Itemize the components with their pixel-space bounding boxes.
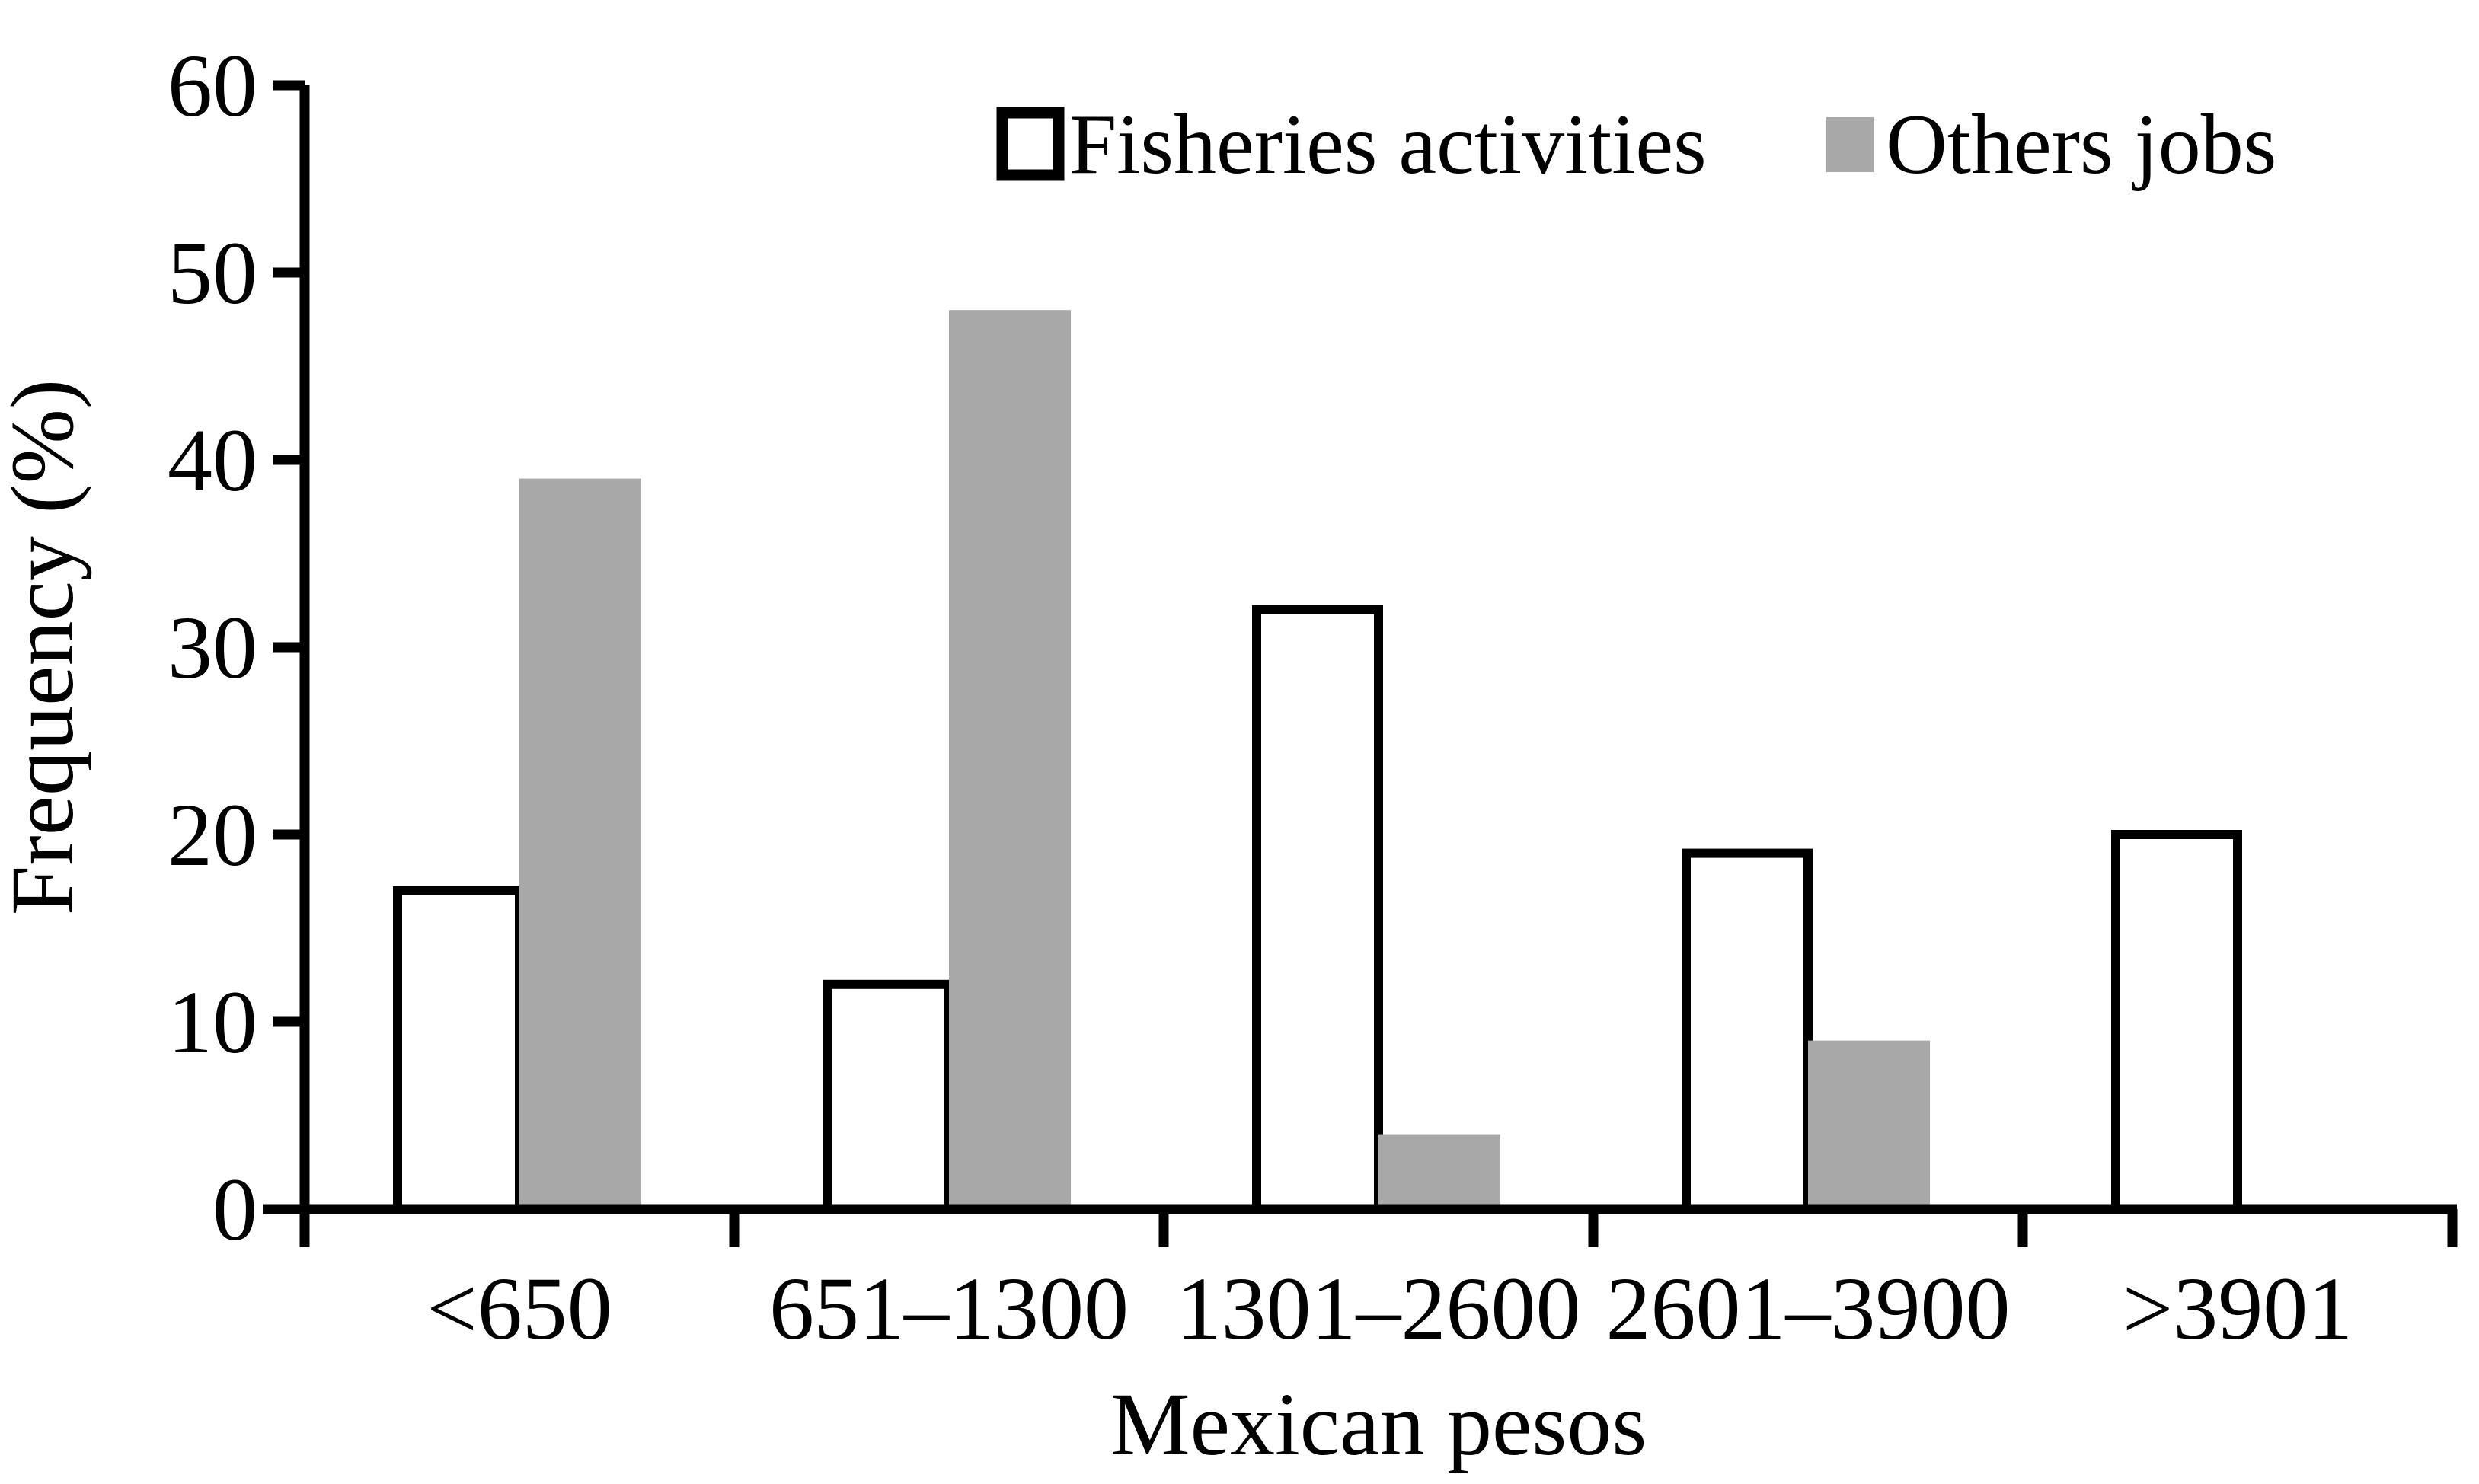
- x-category-label: 651–1300: [769, 1259, 1129, 1358]
- y-tick-label: 60: [168, 36, 257, 136]
- bar-fisheries-4: [2111, 830, 2242, 1214]
- legend-label-others: Others jobs: [1886, 97, 2276, 192]
- legend-swatch-others: [1826, 117, 1874, 172]
- bar-others-2: [1378, 1134, 1500, 1209]
- bar-fisheries-3: [1682, 848, 1813, 1214]
- x-axis-title: Mexican pesos: [1110, 1374, 1647, 1474]
- y-tick-label: 20: [168, 785, 257, 885]
- x-category-label: <650: [426, 1259, 612, 1358]
- y-tick-label: 10: [168, 972, 257, 1072]
- y-tick-label: 40: [168, 410, 257, 510]
- y-tick-label: 50: [168, 223, 257, 323]
- y-tick-label: 30: [168, 598, 257, 697]
- y-tick-label: 0: [212, 1160, 257, 1259]
- bar-fisheries-2: [1252, 605, 1383, 1214]
- x-category-label: >3901: [2123, 1259, 2353, 1358]
- y-axis-title: Frequency (%): [0, 379, 92, 915]
- bar-others-1: [949, 310, 1071, 1210]
- x-category-label: 1301–2600: [1177, 1259, 1581, 1358]
- bar-fisheries-1: [823, 979, 954, 1214]
- legend-label-fisheries: Fisheries activities: [1069, 97, 1707, 192]
- bar-others-3: [1808, 1040, 1930, 1209]
- legend-swatch-fisheries: [996, 107, 1065, 181]
- bar-others-0: [519, 478, 641, 1209]
- bar-fisheries-0: [393, 886, 524, 1214]
- x-category-label: 2601–3900: [1606, 1259, 2011, 1358]
